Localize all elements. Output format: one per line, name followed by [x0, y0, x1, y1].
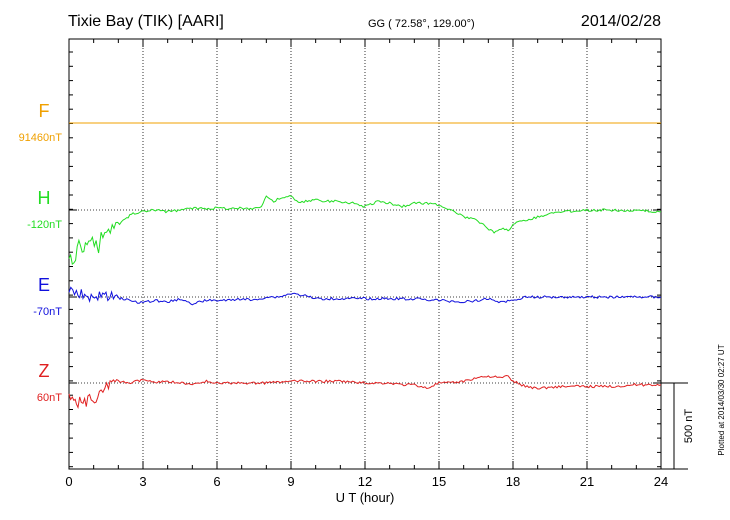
series-e-line — [68, 286, 662, 306]
date-label: 2014/02/28 — [581, 13, 661, 30]
series-h-line — [68, 195, 662, 265]
series-e-baseline-label: -70nT — [33, 306, 62, 318]
x-tick-label: 3 — [139, 474, 146, 489]
x-tick-label: 21 — [580, 474, 594, 489]
series-f-baseline-label: 91460nT — [19, 132, 63, 144]
x-axis-label: U T (hour) — [336, 490, 395, 505]
x-tick-label: 15 — [432, 474, 446, 489]
series-group — [68, 122, 662, 410]
x-tick-label: 9 — [287, 474, 294, 489]
x-tick-label: 6 — [213, 474, 220, 489]
station-title: Tixie Bay (TIK) [AARI] — [68, 13, 224, 30]
x-tick-label: 24 — [654, 474, 668, 489]
plot-frame — [68, 38, 662, 470]
scale-bar-label: 500 nT — [683, 409, 695, 444]
series-e-name: E — [38, 275, 50, 295]
axis-ticks — [68, 39, 662, 469]
grid-lines — [142, 39, 588, 469]
x-tick-labels: 0 3 6 9 12 15 18 21 24 — [65, 474, 668, 489]
x-tick-label: 18 — [506, 474, 520, 489]
plotted-note: Plotted at 2014/03/30 02:27 UT — [717, 344, 726, 455]
series-h-name: H — [38, 188, 51, 208]
series-labels: F 91460nT H -120nT E -70nT Z 60nT — [19, 101, 63, 404]
x-tick-label: 12 — [358, 474, 372, 489]
series-z-line — [68, 374, 662, 410]
series-h-baseline-label: -120nT — [27, 219, 62, 231]
coordinates-label: GG ( 72.58°, 129.00°) — [368, 18, 475, 30]
series-z-name: Z — [39, 361, 50, 381]
series-f-name: F — [39, 101, 50, 121]
x-tick-label: 0 — [65, 474, 72, 489]
series-z-baseline-label: 60nT — [37, 392, 62, 404]
scale-bar: 500 nT — [661, 382, 695, 470]
